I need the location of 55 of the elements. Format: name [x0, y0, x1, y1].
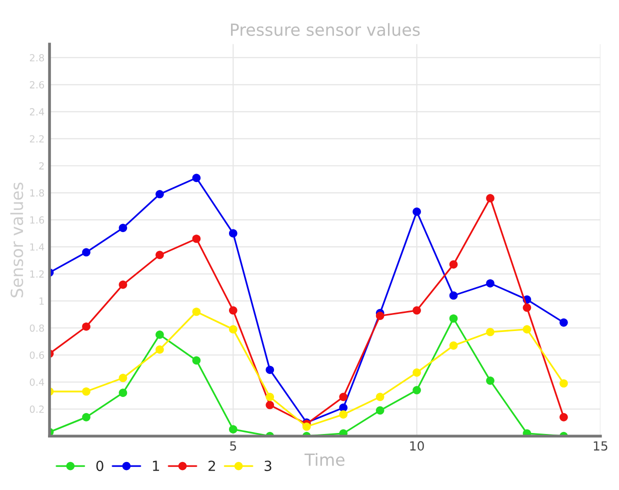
point [192, 308, 201, 316]
point [486, 194, 494, 202]
point [449, 260, 458, 269]
point [560, 413, 568, 422]
point [449, 341, 458, 350]
point [156, 330, 164, 339]
legend-label: 0 [96, 460, 104, 472]
point [192, 174, 201, 182]
point [118, 280, 128, 289]
point [266, 392, 274, 402]
point [412, 386, 421, 394]
point [302, 422, 311, 431]
point [118, 224, 128, 232]
point [412, 208, 421, 216]
point [412, 368, 421, 377]
point [228, 325, 238, 334]
x-tick-label: 5 [230, 441, 236, 451]
point [156, 250, 164, 260]
legend-label: 1 [152, 460, 160, 471]
point [560, 318, 568, 327]
point [522, 304, 532, 312]
point [486, 328, 494, 336]
point [266, 366, 274, 374]
point [228, 229, 238, 238]
legend-label: 2 [208, 460, 215, 471]
point [82, 413, 90, 422]
x-tick-label: 15 [594, 441, 608, 451]
point [522, 325, 532, 334]
point [192, 234, 201, 243]
point [376, 392, 384, 402]
point [82, 387, 90, 396]
point [449, 291, 458, 300]
point [412, 306, 421, 315]
x-axis-title: Time [304, 453, 344, 466]
point [156, 190, 164, 198]
point [82, 248, 90, 256]
point [228, 306, 238, 315]
x-tick-label: 10 [410, 441, 424, 451]
point [486, 376, 494, 385]
point [82, 322, 90, 331]
chart-title: Pressure sensor values [231, 23, 420, 36]
point [376, 406, 384, 415]
point [449, 314, 458, 323]
point [376, 312, 384, 320]
point [156, 345, 164, 354]
point [228, 425, 238, 434]
point [266, 400, 274, 410]
point [192, 356, 201, 365]
legend-label: 3 [264, 460, 272, 472]
point [339, 410, 348, 419]
point [118, 374, 128, 382]
point [486, 279, 494, 288]
point [339, 392, 348, 402]
point [118, 388, 128, 398]
point [560, 379, 568, 388]
